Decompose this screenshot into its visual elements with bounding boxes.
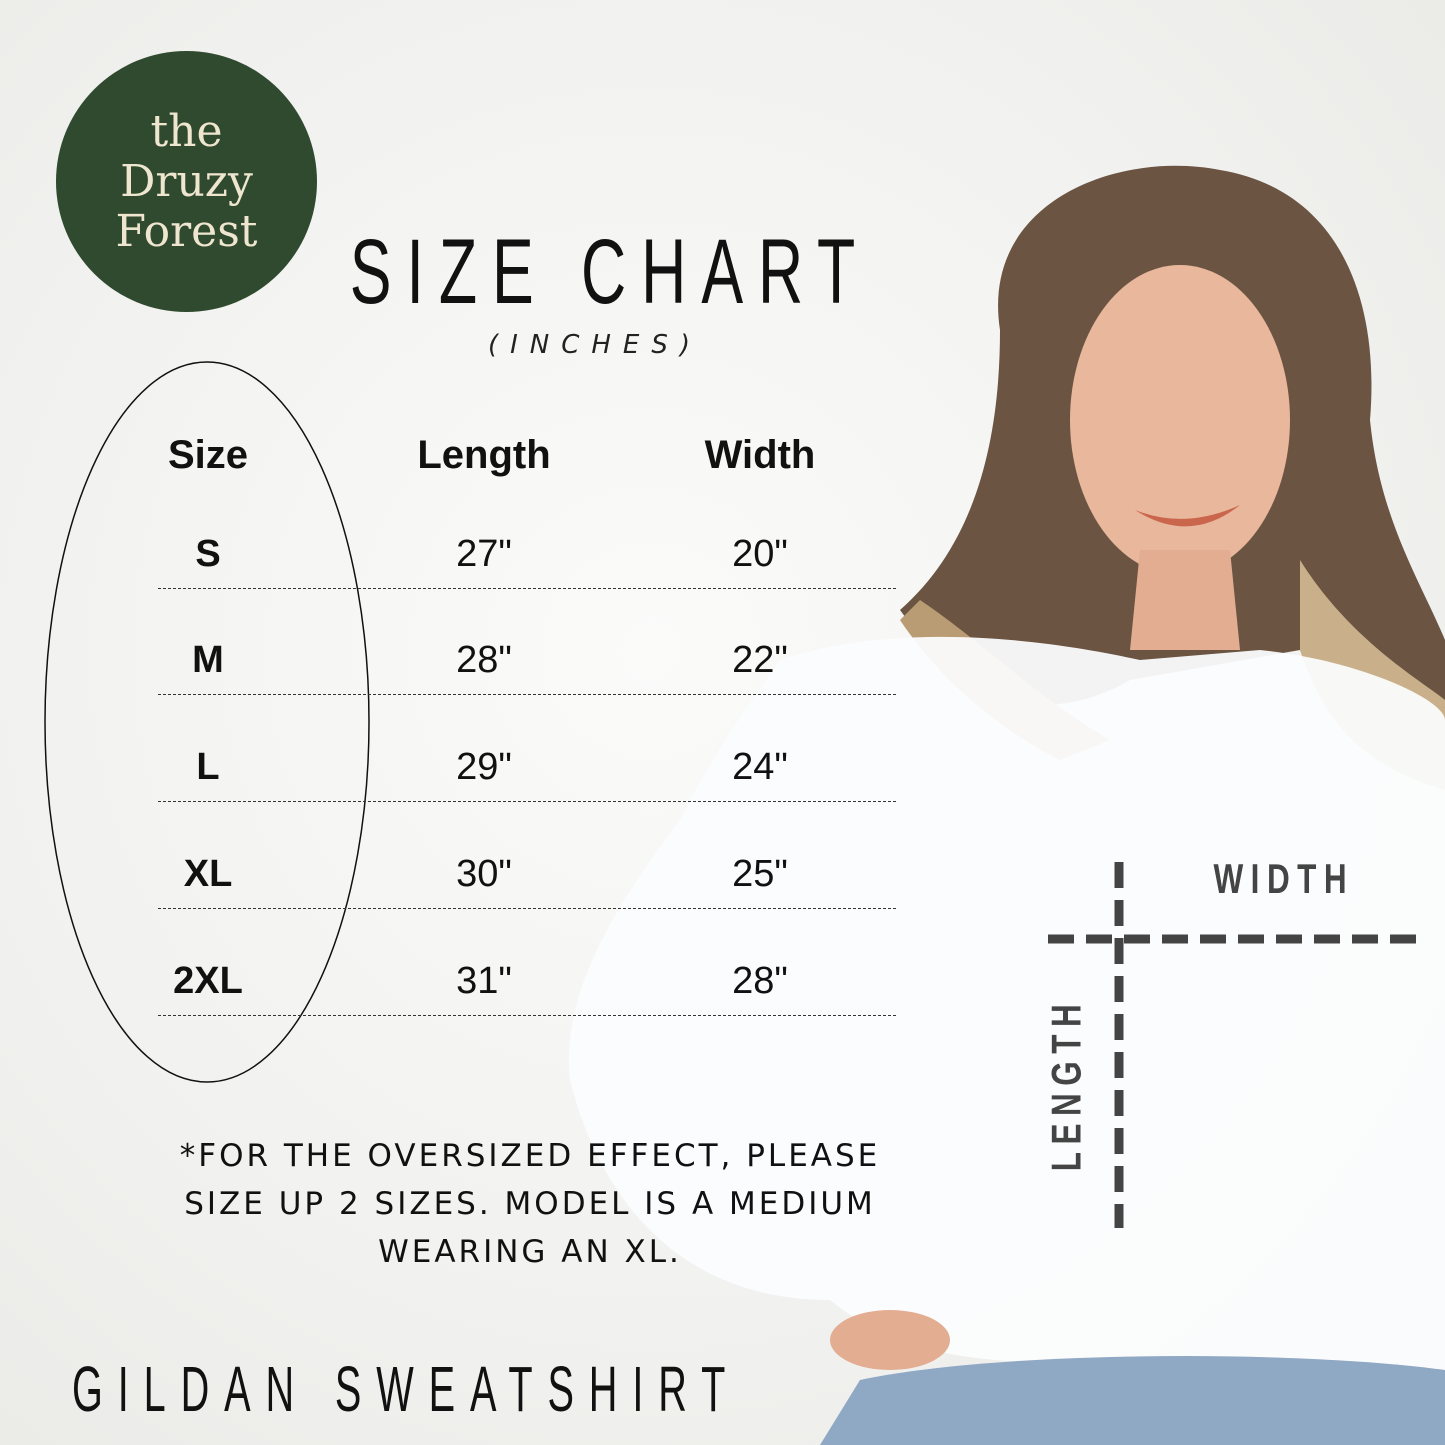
note-line: WEARING AN XL. (378, 1234, 682, 1270)
cell-length: 27" (456, 533, 512, 575)
cell-size: 2XL (173, 960, 243, 1002)
cell-width: 24" (732, 746, 788, 788)
cell-length: 29" (456, 746, 512, 788)
cell-length: 28" (456, 639, 512, 681)
header-width: Width (704, 433, 816, 477)
size-column-ellipse (44, 361, 370, 1083)
cell-length: 31" (456, 960, 512, 1002)
cell-size: XL (183, 853, 233, 895)
measurement-diagram (1048, 862, 1416, 1228)
units-subtitle: (INCHES) (487, 330, 703, 360)
row-divider (158, 908, 896, 909)
row-divider (158, 694, 896, 695)
logo-text-line: the (150, 105, 223, 157)
cell-width: 25" (732, 853, 788, 895)
cell-length: 30" (456, 853, 512, 895)
width-label: WIDTH (1213, 855, 1355, 902)
row-divider (158, 801, 896, 802)
length-label: LENGTH (1042, 996, 1090, 1172)
note-line: *FOR THE OVERSIZED EFFECT, PLEASE (179, 1138, 881, 1174)
row-divider (158, 1015, 896, 1016)
cell-size: S (195, 533, 221, 575)
cell-width: 20" (732, 533, 788, 575)
cell-size: M (192, 639, 224, 681)
sizing-note: *FOR THE OVERSIZED EFFECT, PLEASE SIZE U… (30, 1132, 1030, 1276)
page-title: SIZE CHART (349, 221, 871, 323)
brand-logo: the Druzy Forest (56, 51, 317, 312)
cell-size: L (196, 746, 220, 788)
product-name: GILDAN SWEATSHIRT (72, 1353, 741, 1425)
header-size: Size (167, 433, 249, 477)
row-divider (158, 588, 896, 589)
logo-text-line: Forest (115, 205, 258, 257)
header-length: Length (417, 433, 551, 477)
logo-text-line: Druzy (120, 155, 253, 207)
cell-width: 22" (732, 639, 788, 681)
cell-width: 28" (732, 960, 788, 1002)
note-line: SIZE UP 2 SIZES. MODEL IS A MEDIUM (184, 1186, 876, 1222)
